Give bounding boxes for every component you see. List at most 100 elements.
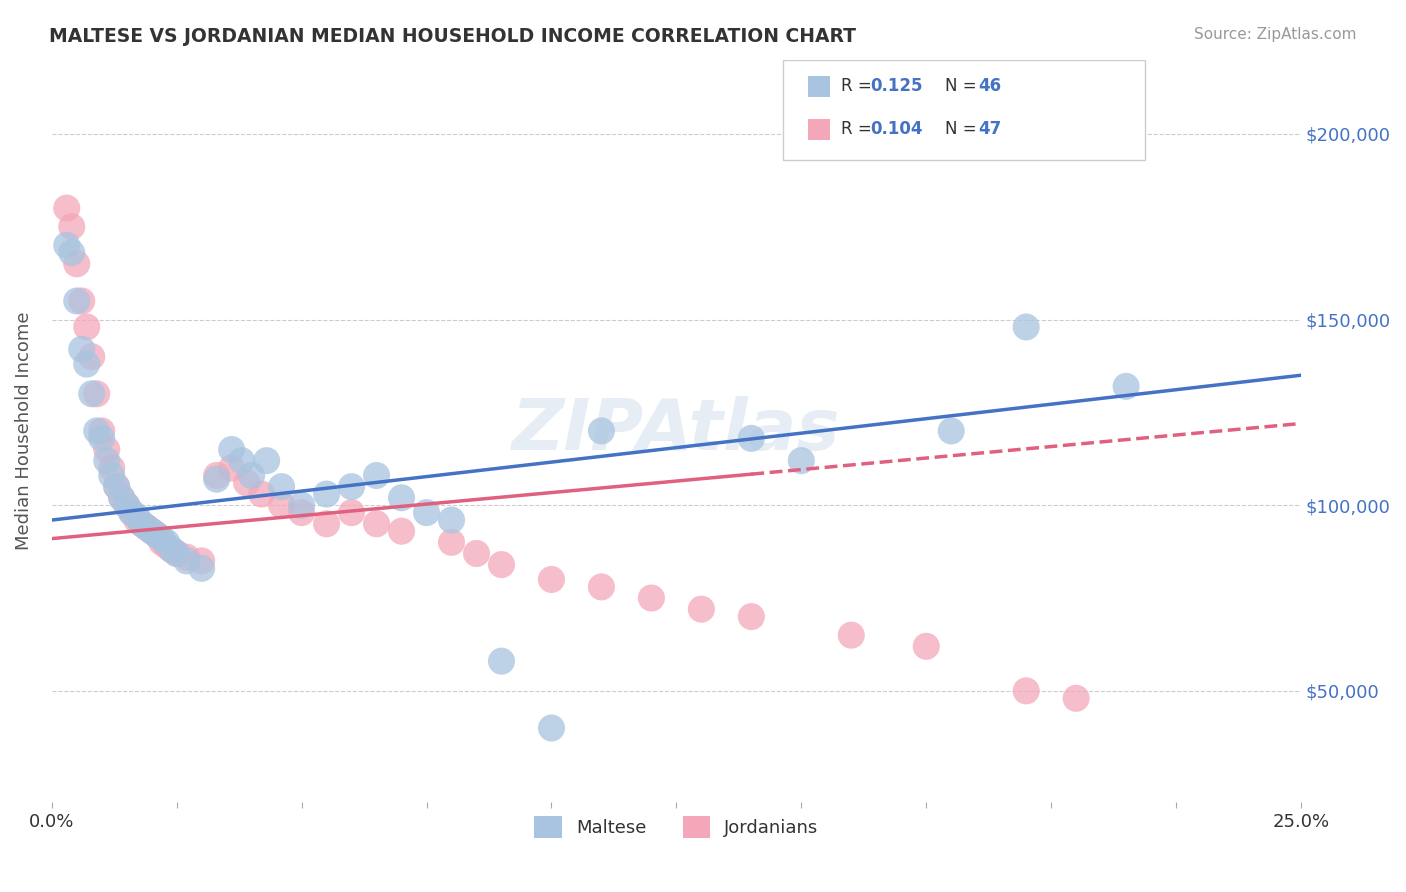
Point — [440, 513, 463, 527]
Point — [145, 528, 167, 542]
Point — [176, 550, 198, 565]
Point — [315, 516, 337, 531]
Point — [70, 293, 93, 308]
Point — [540, 721, 562, 735]
Point — [100, 461, 122, 475]
Point — [591, 580, 613, 594]
Point — [205, 468, 228, 483]
Point — [690, 602, 713, 616]
Point — [141, 524, 163, 539]
Point — [915, 640, 938, 654]
Point — [66, 293, 89, 308]
Point — [340, 506, 363, 520]
Point — [141, 524, 163, 539]
Point — [740, 431, 762, 445]
Point — [166, 546, 188, 560]
Text: ZIPAtlas: ZIPAtlas — [512, 396, 841, 466]
Point — [205, 472, 228, 486]
Point — [941, 424, 963, 438]
Point — [135, 520, 157, 534]
Point — [250, 487, 273, 501]
Point — [105, 480, 128, 494]
Point — [135, 520, 157, 534]
Text: N =: N = — [945, 120, 981, 138]
Legend: Maltese, Jordanians: Maltese, Jordanians — [527, 809, 825, 846]
Point — [1064, 691, 1087, 706]
Point — [90, 424, 112, 438]
Point — [315, 487, 337, 501]
Point — [235, 475, 257, 490]
Point — [150, 532, 173, 546]
FancyBboxPatch shape — [807, 119, 830, 140]
Point — [740, 609, 762, 624]
Point — [190, 554, 212, 568]
Y-axis label: Median Household Income: Median Household Income — [15, 311, 32, 550]
Point — [231, 453, 253, 467]
Point — [190, 561, 212, 575]
Point — [1015, 684, 1038, 698]
Point — [90, 431, 112, 445]
Point — [145, 528, 167, 542]
Point — [491, 558, 513, 572]
Point — [839, 628, 862, 642]
Point — [366, 516, 388, 531]
Point — [66, 257, 89, 271]
Point — [160, 542, 183, 557]
Point — [176, 554, 198, 568]
Point — [121, 506, 143, 520]
Point — [491, 654, 513, 668]
Point — [125, 513, 148, 527]
Point — [96, 453, 118, 467]
Point — [121, 506, 143, 520]
Text: 46: 46 — [979, 78, 1002, 95]
Text: Source: ZipAtlas.com: Source: ZipAtlas.com — [1194, 27, 1357, 42]
Point — [60, 219, 83, 234]
Point — [1015, 320, 1038, 334]
Point — [150, 535, 173, 549]
Point — [115, 498, 138, 512]
Point — [111, 491, 134, 505]
Point — [366, 468, 388, 483]
Point — [591, 424, 613, 438]
Point — [291, 498, 314, 512]
Text: R =: R = — [841, 78, 877, 95]
Point — [60, 245, 83, 260]
Point — [55, 238, 77, 252]
Point — [340, 480, 363, 494]
Point — [221, 461, 243, 475]
Point — [391, 524, 413, 539]
Point — [270, 480, 292, 494]
Point — [270, 498, 292, 512]
Point — [115, 498, 138, 512]
Point — [391, 491, 413, 505]
Point — [291, 506, 314, 520]
Point — [1115, 379, 1137, 393]
Point — [86, 386, 108, 401]
Point — [640, 591, 662, 605]
Point — [70, 343, 93, 357]
Point — [76, 320, 98, 334]
Text: MALTESE VS JORDANIAN MEDIAN HOUSEHOLD INCOME CORRELATION CHART: MALTESE VS JORDANIAN MEDIAN HOUSEHOLD IN… — [49, 27, 856, 45]
Point — [80, 350, 103, 364]
FancyBboxPatch shape — [807, 76, 830, 96]
Point — [105, 480, 128, 494]
Point — [256, 453, 278, 467]
Point — [166, 546, 188, 560]
Point — [96, 442, 118, 457]
Point — [790, 453, 813, 467]
Point — [465, 546, 488, 560]
FancyBboxPatch shape — [783, 60, 1144, 160]
Point — [100, 468, 122, 483]
Text: N =: N = — [945, 78, 981, 95]
Text: 0.104: 0.104 — [870, 120, 922, 138]
Point — [55, 201, 77, 215]
Point — [131, 516, 153, 531]
Point — [76, 357, 98, 371]
Point — [415, 506, 437, 520]
Text: R =: R = — [841, 120, 877, 138]
Point — [131, 516, 153, 531]
Point — [156, 539, 179, 553]
Point — [111, 491, 134, 505]
Point — [125, 509, 148, 524]
Point — [540, 573, 562, 587]
